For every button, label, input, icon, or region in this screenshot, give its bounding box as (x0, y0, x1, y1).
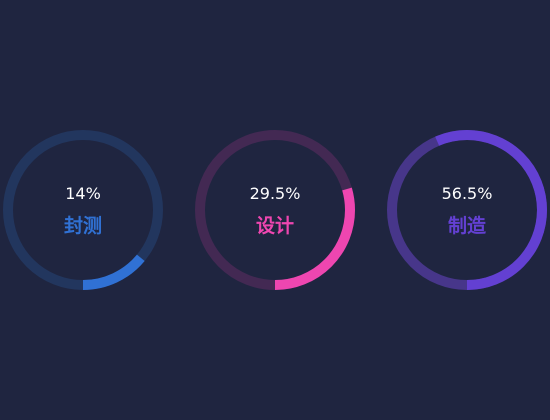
donut-percent-label: 14% (65, 184, 101, 203)
donut-category-label: 设计 (256, 215, 294, 237)
donut-category-label: 封测 (64, 214, 102, 237)
donut-percent-label: 29.5% (250, 184, 301, 203)
donut-3: 56.5% 制造 (387, 130, 547, 290)
donut-1: 14% 封测 (3, 130, 163, 290)
donut-2: 29.5% 设计 (195, 130, 355, 290)
donut-percent-label: 56.5% (442, 184, 493, 203)
donut-value-arc (3, 130, 163, 290)
donut-value-arc (195, 130, 355, 290)
donut-value-arc (387, 130, 547, 290)
donut-category-label: 制造 (448, 214, 487, 237)
